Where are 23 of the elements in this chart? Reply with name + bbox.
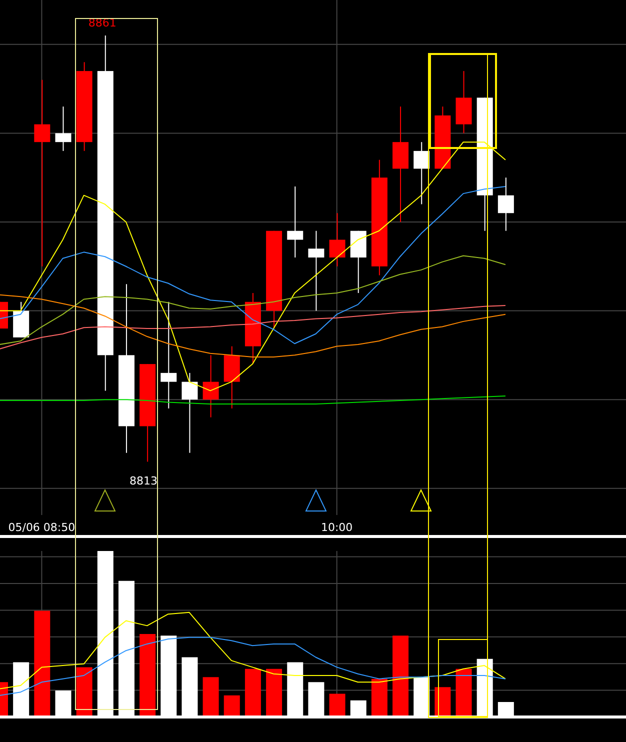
candlestick (55, 106, 72, 152)
bar (392, 636, 409, 717)
bar (140, 634, 156, 717)
candlestick (329, 212, 346, 267)
candlestick (308, 230, 324, 312)
x-tick-label: 10:00 (320, 520, 353, 534)
x-tick-label: 05/06 08:50 (8, 520, 76, 534)
bar (266, 668, 282, 717)
bar (329, 694, 346, 717)
bar (34, 610, 50, 717)
candlestick (160, 301, 177, 409)
candlestick (498, 177, 514, 232)
candlestick (202, 354, 219, 418)
candlestick (414, 142, 430, 205)
bar (202, 677, 219, 717)
candlestick (182, 372, 198, 454)
bar (76, 667, 92, 717)
annotation: 8813 (130, 474, 158, 488)
bar (244, 668, 261, 717)
bar (224, 695, 240, 717)
candlestick (287, 186, 304, 258)
bar (371, 678, 388, 717)
bar (456, 668, 472, 717)
